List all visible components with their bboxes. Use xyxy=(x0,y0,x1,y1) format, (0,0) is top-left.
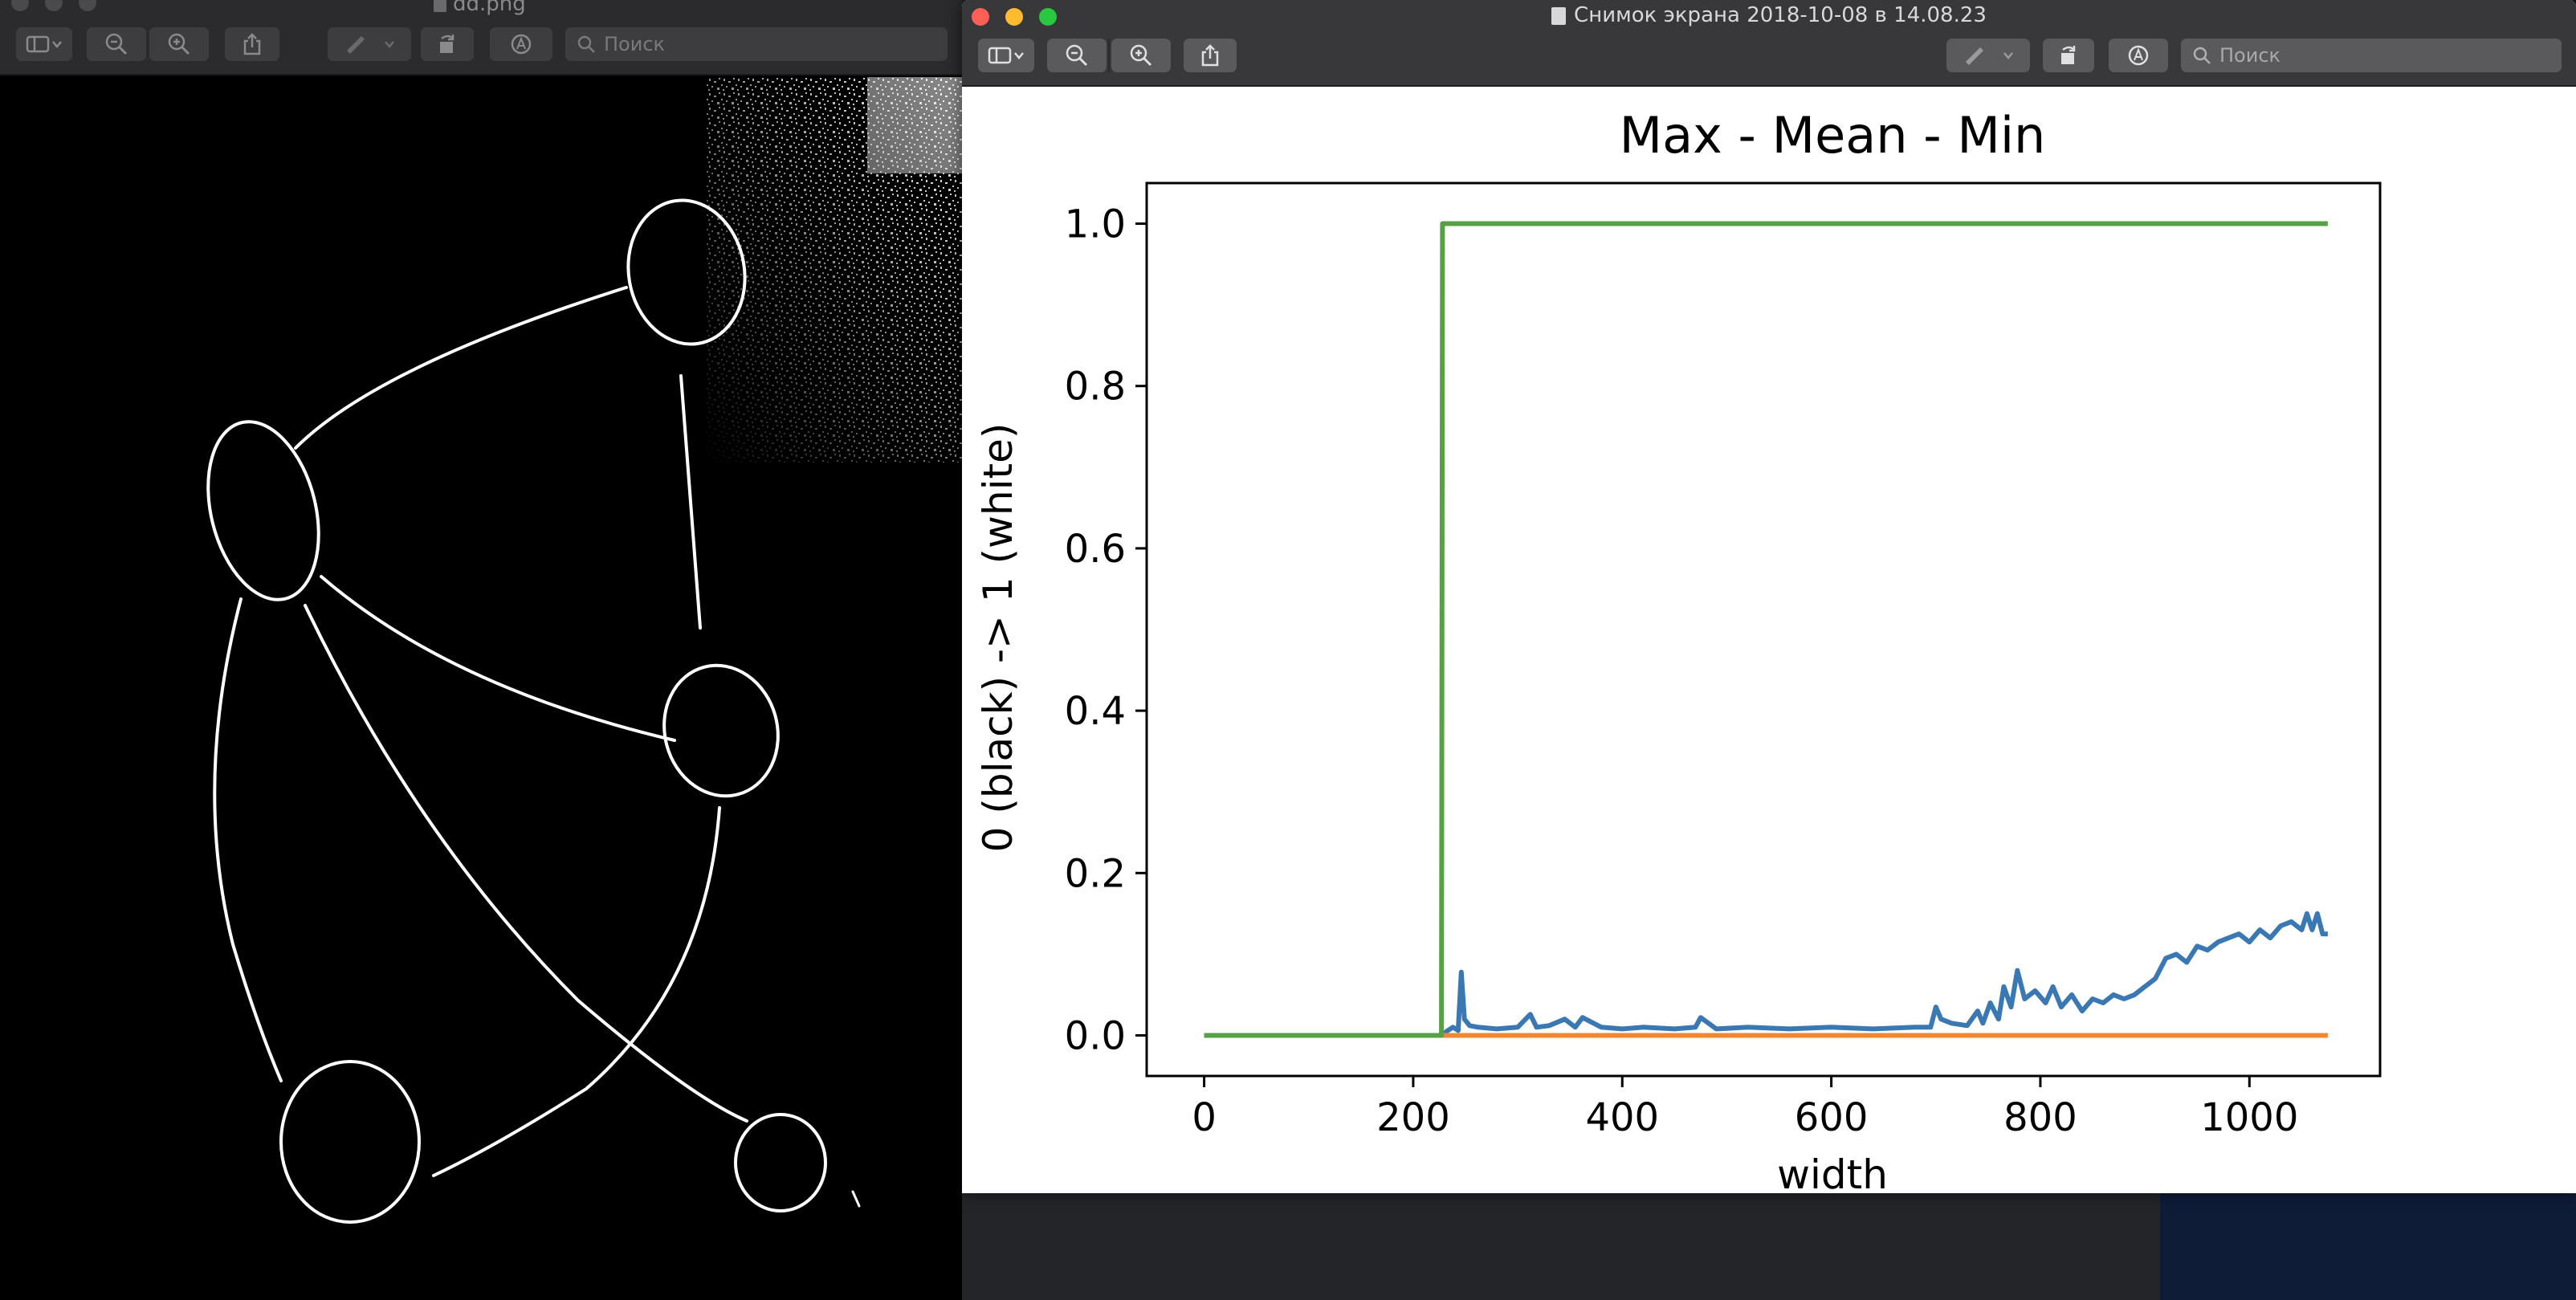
zoom-button[interactable] xyxy=(79,0,96,11)
line-chart: Max - Mean - Min 0 200 400 600 800 1000 0.00.… xyxy=(962,88,2576,1193)
zoom-button[interactable] xyxy=(1039,8,1057,26)
search-icon xyxy=(577,35,595,53)
close-dot xyxy=(972,8,989,26)
zoom-in-button[interactable] xyxy=(149,27,209,61)
window-title-text: Снимок экрана 2018-10-08 в 14.08.23 xyxy=(1574,3,1987,27)
axes-frame xyxy=(1145,181,2382,1078)
x-tick-label: 0 xyxy=(1192,1095,1217,1140)
preview-window-dd-png[interactable]: dd.png Поиск xyxy=(0,0,962,1300)
zoom-in-icon xyxy=(1130,44,1152,67)
minimize-button[interactable] xyxy=(1005,8,1023,26)
share-icon xyxy=(1201,44,1219,67)
window-title: Снимок экрана 2018-10-08 в 14.08.23 xyxy=(962,3,2576,27)
right-window-titlebar[interactable]: Снимок экрана 2018-10-08 в 14.08.23 Поис… xyxy=(962,0,2576,87)
zoom-in-button[interactable] xyxy=(1111,39,1171,72)
graph-node xyxy=(279,1060,421,1224)
x-tick-label: 600 xyxy=(1795,1095,1869,1140)
share-button[interactable] xyxy=(1184,39,1237,72)
zoom-out-button[interactable] xyxy=(1047,39,1107,72)
annotate-button[interactable] xyxy=(2109,39,2168,72)
x-axis-label: width xyxy=(1777,1151,1888,1193)
zoom-dot xyxy=(1039,8,1057,26)
graph-node xyxy=(734,1113,827,1212)
toolbar-divider xyxy=(1108,39,1110,72)
zoom-out-icon xyxy=(1066,44,1088,67)
annotate-button[interactable] xyxy=(490,27,552,61)
zoom-out-icon xyxy=(105,33,128,55)
annotate-icon xyxy=(511,34,532,55)
preview-window-screenshot[interactable]: Снимок экрана 2018-10-08 в 14.08.23 Поис… xyxy=(962,0,2576,1193)
close-button[interactable] xyxy=(11,0,29,11)
sidebar-toggle-button[interactable] xyxy=(16,27,72,61)
search-icon xyxy=(2193,47,2211,64)
x-axis-ticks: 0 200 400 600 800 1000 xyxy=(1192,1076,2298,1140)
zoom-out-button[interactable] xyxy=(87,27,146,61)
graph-edge xyxy=(304,604,748,1123)
plot-area xyxy=(1145,181,2382,1078)
minimize-dot xyxy=(1005,8,1023,26)
markup-pen-button[interactable] xyxy=(328,27,411,61)
graph-edge xyxy=(432,806,721,1177)
chart-title: Max - Mean - Min xyxy=(1620,106,2046,165)
desktop-background-strip xyxy=(962,1193,2160,1300)
search-field[interactable]: Поиск xyxy=(2181,39,2562,72)
left-window-titlebar[interactable]: dd.png Поиск xyxy=(0,0,962,75)
series-line-max xyxy=(1204,221,2328,1038)
y-axis-ticks: 0.0 0.2 0.4 0.6 0.8 1.0 xyxy=(1065,202,1147,1058)
x-tick-label: 800 xyxy=(2003,1095,2077,1140)
zoom-in-icon xyxy=(168,33,190,55)
graph-node xyxy=(662,663,780,798)
graph-edge xyxy=(294,286,628,450)
x-tick-label: 200 xyxy=(1376,1095,1450,1140)
graph-edge xyxy=(213,597,283,1082)
share-button[interactable] xyxy=(225,27,279,61)
pen-icon xyxy=(1966,47,2013,65)
graph-edge xyxy=(320,575,676,742)
share-icon xyxy=(243,33,261,55)
image-content-graph-drawing xyxy=(206,77,962,1224)
y-tick-label: 0.4 xyxy=(1065,689,1126,734)
sidebar-icon xyxy=(26,35,62,53)
sidebar-icon xyxy=(988,47,1024,64)
y-tick-label: 0.0 xyxy=(1065,1013,1126,1058)
document-icon xyxy=(434,0,446,12)
graph-node xyxy=(626,198,747,346)
y-axis-label: 0 (black) -> 1 (white) xyxy=(975,423,1021,853)
search-placeholder: Поиск xyxy=(604,33,666,55)
rotate-button[interactable] xyxy=(421,27,474,61)
y-tick-label: 0.2 xyxy=(1065,851,1126,896)
x-tick-label: 1000 xyxy=(2200,1095,2298,1140)
search-field[interactable]: Поиск xyxy=(565,27,948,61)
series-line-mean xyxy=(1204,911,2328,1038)
graph-node xyxy=(206,420,320,601)
pen-icon xyxy=(347,36,394,54)
graph-edge xyxy=(679,374,702,630)
sidebar-toggle-button[interactable] xyxy=(978,39,1034,72)
y-tick-label: 0.8 xyxy=(1065,365,1126,410)
document-icon xyxy=(1551,7,1567,25)
rotate-button[interactable] xyxy=(2043,39,2094,72)
x-tick-label: 400 xyxy=(1585,1095,1659,1140)
search-placeholder: Поиск xyxy=(2219,44,2281,67)
markup-pen-button[interactable] xyxy=(1946,39,2030,72)
window-title: dd.png xyxy=(434,0,526,16)
rotate-icon xyxy=(440,35,454,53)
series-layer xyxy=(1204,221,2328,1038)
rotate-icon xyxy=(2061,46,2076,64)
window-title-text: dd.png xyxy=(453,0,526,16)
y-tick-label: 1.0 xyxy=(1065,202,1126,247)
minimize-button[interactable] xyxy=(45,0,63,11)
y-tick-label: 0.6 xyxy=(1065,527,1126,572)
annotate-icon xyxy=(2128,45,2149,66)
close-button[interactable] xyxy=(972,8,989,26)
desktop-background xyxy=(2160,1188,2576,1300)
